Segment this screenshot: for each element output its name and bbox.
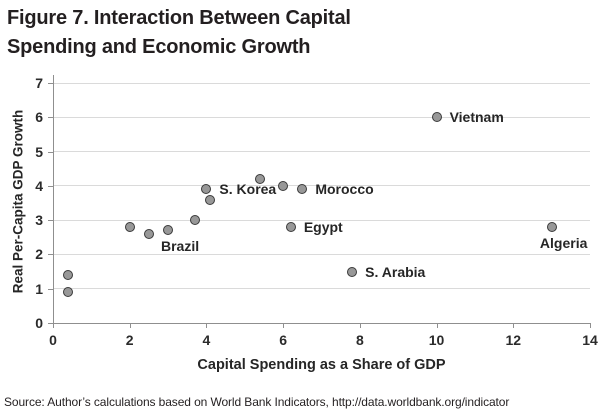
y-gridline <box>54 116 590 118</box>
data-point <box>278 180 289 191</box>
y-tick-mark <box>48 288 53 290</box>
y-tick-label: 1 <box>35 280 43 297</box>
figure-title-line2: Spending and Economic Growth <box>7 36 311 58</box>
data-point <box>255 174 266 184</box>
figure-title: Figure 7. Interaction Between Capital Sp… <box>7 4 351 62</box>
y-tick-mark <box>48 254 53 256</box>
data-point <box>297 184 308 195</box>
x-tick-mark <box>206 323 208 328</box>
y-gridline <box>54 253 590 255</box>
data-point-label: S. Korea <box>219 181 277 198</box>
data-point <box>124 222 135 232</box>
y-tick-label: 2 <box>35 246 43 263</box>
y-gridline <box>54 219 590 221</box>
plot-area: 0 1 2 3 4 5 6 7 0 2 4 6 8 10 12 14 Brazil S. Korea Morocco… <box>35 75 598 348</box>
data-point <box>63 287 74 298</box>
y-tick-label: 6 <box>35 109 43 126</box>
data-point-label: Vietnam <box>449 109 504 126</box>
data-point <box>63 270 74 280</box>
y-axis-line <box>53 75 54 323</box>
y-tick-mark <box>48 185 53 187</box>
y-gridline <box>54 288 590 290</box>
y-tick-label: 0 <box>35 315 43 331</box>
data-point <box>205 194 216 205</box>
y-tick-mark <box>48 83 53 84</box>
y-tick-label: 7 <box>35 75 43 91</box>
x-tick-label: 2 <box>125 332 134 348</box>
data-point <box>143 228 154 239</box>
y-tick-label: 5 <box>35 143 43 160</box>
data-point <box>347 266 358 277</box>
data-point-label: S. Arabia <box>365 263 426 280</box>
data-point-label: Brazil <box>161 238 200 255</box>
source-note: Source: Author’s calculations based on W… <box>4 395 510 409</box>
x-tick-mark <box>283 323 285 328</box>
data-point-label: Morocco <box>315 181 374 198</box>
data-point <box>431 112 442 123</box>
x-tick-mark <box>436 323 438 328</box>
data-point <box>163 225 174 236</box>
y-gridline <box>54 82 590 84</box>
y-tick-label: 3 <box>35 212 43 229</box>
x-tick-label: 6 <box>279 332 288 348</box>
x-tick-mark <box>590 323 591 328</box>
data-point <box>189 215 200 226</box>
data-point <box>285 222 296 232</box>
y-tick-mark <box>48 220 53 222</box>
x-tick-label: 4 <box>202 332 211 348</box>
data-point <box>546 222 557 232</box>
y-tick-mark <box>48 151 53 153</box>
y-gridline <box>54 151 590 153</box>
x-tick-mark <box>513 323 515 328</box>
x-tick-label: 8 <box>355 332 364 348</box>
data-point <box>201 184 212 195</box>
y-gridline <box>54 185 590 187</box>
x-axis-title: Capital Spending as a Share of GDP <box>197 357 446 373</box>
x-tick-mark <box>53 323 54 328</box>
x-tick-label: 0 <box>49 332 57 348</box>
x-tick-label: 12 <box>505 332 522 348</box>
x-tick-mark <box>359 323 361 328</box>
data-point-label: Algeria <box>539 235 588 251</box>
y-tick-mark <box>48 323 53 324</box>
y-tick-mark <box>48 117 53 119</box>
data-point-label: Egypt <box>303 219 343 235</box>
y-tick-label: 4 <box>35 177 43 194</box>
figure-title-line1: Figure 7. Interaction Between Capital <box>7 7 351 29</box>
x-tick-mark <box>129 323 131 328</box>
x-tick-label: 14 <box>582 332 598 348</box>
x-axis-line <box>53 323 590 324</box>
x-tick-label: 10 <box>428 332 445 348</box>
